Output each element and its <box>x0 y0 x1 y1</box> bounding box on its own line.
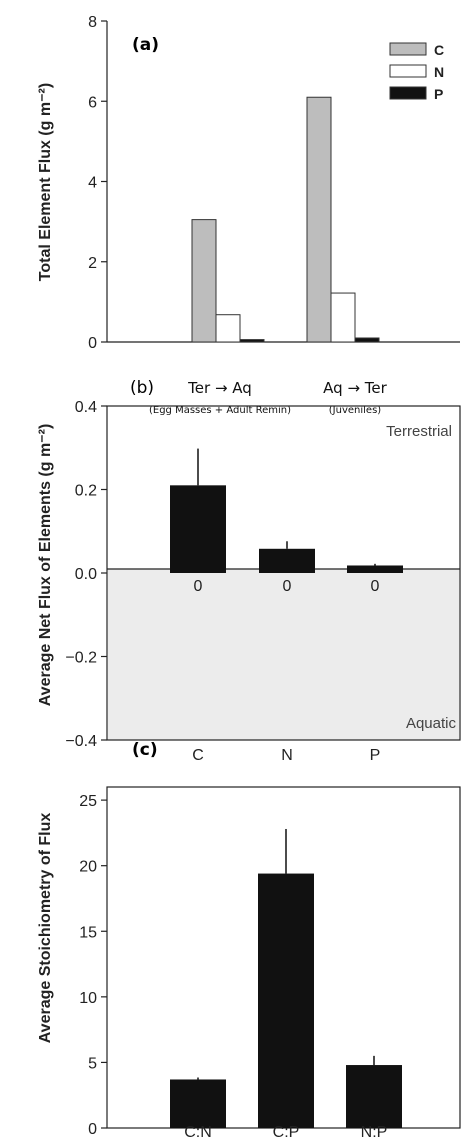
bar-P-0 <box>239 339 265 343</box>
panel-a-y-tick-label: 0 <box>88 335 97 352</box>
bar-value-label: 0 <box>371 578 380 595</box>
panel-a-category-label: Ter → Aq <box>187 379 252 397</box>
panel-b-y-tick-label: 0.2 <box>75 483 97 500</box>
panel-c-bars <box>170 828 402 1128</box>
panel-c-y-ticks: 0 5 10 15 20 25 <box>79 793 107 1137</box>
bar-C:N <box>170 1079 226 1128</box>
panel-b-y-tick-label: 0.0 <box>75 566 97 583</box>
panel-a-category-labels: Ter → Aq Aq → Ter (Egg Masses + Adult Remi… <box>149 379 388 416</box>
legend-swatch-C <box>389 42 427 56</box>
panel-b-bars: 0 0 0 <box>170 448 403 595</box>
panel-c-category-label: C:N <box>184 1124 212 1137</box>
panel-a-y-ticks: 0 2 4 6 8 <box>88 14 107 352</box>
bar-C <box>170 485 226 573</box>
legend-label-N: N <box>434 64 444 80</box>
panel-b-label: (b) <box>130 378 154 398</box>
panel-a: 0 2 4 6 8 (a) Total Element Flux (g m⁻²) CNP… <box>37 14 460 416</box>
bar-C-0 <box>191 219 217 343</box>
bar-value-label: 0 <box>283 578 292 595</box>
panel-c: 0 5 10 15 20 25 Average Stoichiometry of Flux… <box>37 786 461 1137</box>
bar-P <box>347 565 403 573</box>
panel-a-bars <box>191 96 380 343</box>
panel-b-category-label: C <box>192 747 204 764</box>
panel-b-y-tick-label: −0.4 <box>65 733 97 750</box>
panel-b-y-tick-label: −0.2 <box>65 650 97 667</box>
panel-b-y-tick-label: 0.4 <box>75 399 97 416</box>
legend-swatch-P <box>389 86 427 100</box>
bar-value-label: 0 <box>194 578 203 595</box>
panel-c-category-labels: C:N C:P N:P <box>184 1124 387 1137</box>
panel-c-y-tick-label: 15 <box>79 924 97 941</box>
panel-c-y-tick-label: 5 <box>88 1055 97 1072</box>
bar-N:P <box>346 1065 402 1128</box>
panel-c-y-tick-label: 20 <box>79 859 97 876</box>
bar-N-1 <box>330 292 356 343</box>
panel-b-category-label: P <box>370 747 381 764</box>
legend-label-C: C <box>434 42 444 58</box>
panel-a-y-tick-label: 8 <box>88 14 97 31</box>
panel-a-y-tick-label: 6 <box>88 94 97 111</box>
panel-a-category-sublabel: (Juveniles) <box>329 405 382 416</box>
panel-a-category-label: Aq → Ter <box>323 379 387 397</box>
bar-C:P <box>258 873 314 1128</box>
aquatic-label: Aquatic <box>406 715 457 732</box>
bar-C-1 <box>306 96 332 343</box>
panel-c-y-tick-label: 0 <box>88 1121 97 1137</box>
bar-N <box>259 548 315 573</box>
panel-a-legend: CNP <box>389 42 444 102</box>
panel-c-y-axis-label: Average Stoichiometry of Flux <box>37 813 54 1044</box>
legend-swatch-N <box>389 64 427 78</box>
bar-N-0 <box>215 314 241 343</box>
panel-b-y-ticks: −0.4 −0.2 0.0 0.2 0.4 <box>65 399 107 750</box>
panel-b-y-axis-label: Average Net Flux of Elements (g m⁻²) <box>37 424 54 707</box>
panel-b-category-label: N <box>281 747 293 764</box>
panel-c-y-tick-label: 10 <box>79 990 97 1007</box>
aquatic-region-shading <box>108 569 459 740</box>
panel-c-category-label: C:P <box>273 1124 300 1137</box>
panel-c-category-label: N:P <box>361 1124 388 1137</box>
bar-P-1 <box>354 337 380 343</box>
panel-a-y-tick-label: 4 <box>88 175 97 192</box>
legend-label-P: P <box>434 86 443 102</box>
panel-a-label: (a) <box>132 35 159 55</box>
panel-a-y-tick-label: 2 <box>88 255 97 272</box>
terrestrial-label: Terrestrial <box>386 423 452 440</box>
panel-c-label: (c) <box>132 740 158 760</box>
panel-c-y-tick-label: 25 <box>79 793 97 810</box>
panel-a-category-sublabel: (Egg Masses + Adult Remin) <box>149 405 291 416</box>
panel-b: −0.4 −0.2 0.0 0.2 0.4 0 0 0 Terrestrial Aquati… <box>37 378 461 764</box>
panel-a-y-axis-label: Total Element Flux (g m⁻²) <box>37 83 54 281</box>
